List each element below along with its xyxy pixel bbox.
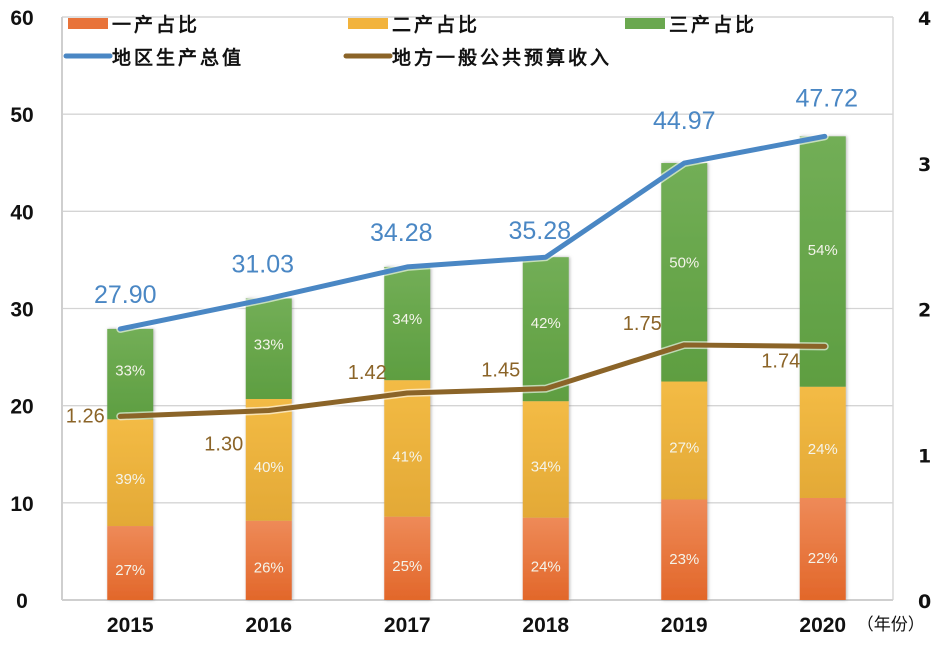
budget-data-label: 1.30: [204, 434, 243, 456]
bar-segment-primary: [661, 499, 708, 600]
line-halo: [116, 132, 829, 333]
bar-segment-label: 40%: [254, 459, 284, 476]
line-series: [116, 132, 829, 421]
bar-segment-label: 34%: [392, 311, 422, 328]
gdp-data-label: 34.28: [370, 219, 433, 247]
bar-segment-secondary: [522, 401, 569, 518]
left-axis-tick-label: 50: [10, 104, 33, 127]
stacked-bars: [107, 136, 846, 600]
left-axis-tick-label: 10: [10, 493, 33, 516]
bar-segment-tertiary: [107, 328, 154, 420]
x-axis-tick-label: 2017: [384, 614, 431, 637]
gdp-data-label: 44.97: [653, 107, 716, 135]
bar-segment-label: 22%: [808, 550, 838, 567]
bar-segment-secondary: [245, 398, 292, 521]
left-axis-tick-label: 40: [10, 201, 33, 224]
right-axis-tick-label: 1: [918, 445, 931, 467]
left-axis-tick-label: 30: [10, 299, 33, 322]
left-axis-tick-label: 0: [16, 590, 28, 613]
bar-segment-label: 23%: [669, 551, 699, 568]
gdp-data-label: 35.28: [508, 217, 571, 245]
line-budget: [117, 342, 828, 419]
bar-segment-primary: [107, 526, 154, 600]
bar-segment-tertiary: [384, 266, 431, 381]
right-axis-tick-label: 2: [918, 300, 931, 322]
bar-segment-label: 33%: [115, 363, 145, 380]
bar-segment-tertiary: [522, 257, 569, 402]
legend-label: 地方一般公共预算收入: [392, 46, 612, 69]
bar-segment-primary: [522, 517, 569, 600]
bar-segment-label: 54%: [808, 242, 838, 259]
bar-segment-label: 27%: [669, 439, 699, 456]
bar-segment-label: 33%: [254, 337, 284, 354]
bar-stack-2015: [107, 328, 154, 600]
bar-segment-primary: [799, 497, 846, 600]
legend-label: 三产占比: [669, 13, 757, 36]
budget-data-label: 1.26: [66, 405, 105, 427]
legend-item-gdp: 地区生产总值: [63, 46, 244, 69]
gdp-data-label: 31.03: [231, 250, 294, 278]
bar-segment-label: 42%: [531, 315, 561, 332]
bar-segment-secondary: [661, 381, 708, 500]
bar-segment-label: 50%: [669, 254, 699, 271]
legend-label: 地区生产总值: [112, 46, 244, 69]
bar-stack-2019: [661, 163, 708, 600]
budget-data-label: 1.45: [481, 360, 520, 382]
right-axis-tick-label: 3: [918, 154, 931, 176]
bar-segment-tertiary: [245, 298, 292, 399]
legend-swatch-primary: [68, 18, 108, 29]
x-axis-tick-label: 2015: [107, 614, 154, 637]
bar-segment-primary: [384, 516, 431, 600]
legend-item-tertiary: 三产占比: [625, 13, 757, 36]
left-axis-tick-label: 60: [10, 7, 33, 30]
bar-segment-label: 27%: [115, 562, 145, 579]
budget-data-label: 1.74: [761, 350, 800, 372]
bar-segment-label: 24%: [808, 441, 838, 458]
bar-stack-2016: [245, 298, 292, 600]
right-axis-tick-label: 0: [918, 591, 931, 613]
bar-segment-label: 41%: [392, 448, 422, 465]
x-axis-tick-label: 2019: [661, 614, 708, 637]
gdp-data-label: 27.90: [94, 281, 157, 309]
bar-segment-secondary: [107, 419, 154, 527]
bar-segment-secondary: [799, 386, 846, 498]
budget-data-label: 1.42: [348, 362, 387, 384]
x-axis-tick-label: 2020: [799, 614, 846, 637]
gdp-data-label: 47.72: [795, 84, 858, 112]
legend-item-secondary: 二产占比: [348, 13, 480, 36]
left-axis-tick-label: 20: [10, 396, 33, 419]
right-axis-tick-label: 4: [918, 8, 931, 30]
bar-segment-label: 39%: [115, 471, 145, 488]
bar-segment-primary: [245, 520, 292, 600]
legend-swatch-tertiary: [625, 18, 665, 29]
budget-data-label: 1.75: [623, 313, 662, 335]
legend-label: 二产占比: [392, 13, 480, 36]
x-axis-tick-label: 2018: [522, 614, 569, 637]
legend-item-primary: 一产占比: [68, 13, 200, 36]
x-axis-tick-label: 2016: [245, 614, 292, 637]
bar-stack-2017: [384, 266, 431, 600]
x-axis-unit-label: （年份）: [857, 615, 925, 635]
axes: 0 10 20 30 40 50 60 0 1 2 3 4 2015 2016 2017 2018 2019 20…: [10, 7, 931, 637]
data-labels: 27% 39% 33% 26% 40% 33% 25% 41% 34% 24% 34% 42% 23% 2…: [66, 84, 858, 579]
bar-stack-2020: [799, 136, 846, 600]
bar-segment-secondary: [384, 380, 431, 517]
bar-stack-2018: [522, 257, 569, 600]
bar-segment-label: 34%: [531, 458, 561, 475]
legend-swatch-secondary: [348, 18, 388, 29]
bar-segment-label: 25%: [392, 558, 422, 575]
bar-segment-label: 26%: [254, 560, 284, 577]
line-gdp: [117, 133, 828, 332]
legend-item-budget: 地方一般公共预算收入: [343, 46, 612, 69]
bar-segment-label: 24%: [531, 558, 561, 575]
legend-label: 一产占比: [112, 13, 200, 36]
